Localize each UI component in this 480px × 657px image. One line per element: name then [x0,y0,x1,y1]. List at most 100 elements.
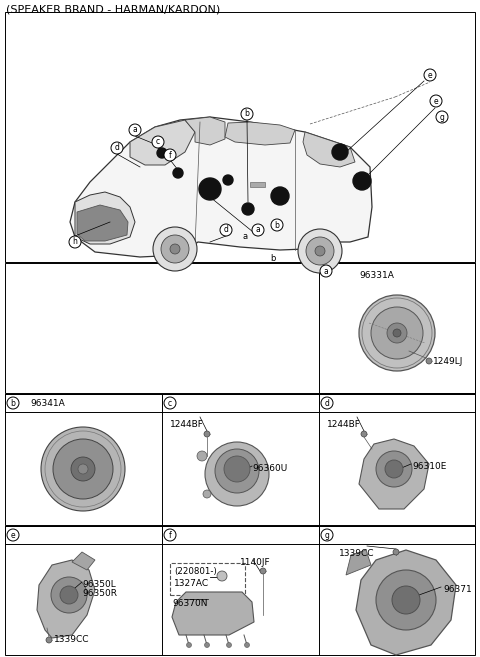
Text: h: h [72,237,77,246]
Circle shape [7,397,19,409]
Polygon shape [356,550,456,655]
Circle shape [393,329,401,337]
Circle shape [204,431,210,437]
Text: 1249LJ: 1249LJ [433,357,463,366]
Circle shape [224,456,250,482]
Circle shape [161,235,189,263]
Circle shape [46,637,52,643]
Text: 96370N: 96370N [172,599,207,608]
Bar [5,526,475,655]
Circle shape [164,529,176,541]
Text: b: b [275,221,279,229]
Circle shape [197,451,207,461]
Polygon shape [172,592,254,635]
Circle shape [152,136,164,148]
Text: 1244BF: 1244BF [170,420,204,429]
Circle shape [332,144,348,160]
Polygon shape [185,117,225,145]
Text: f: f [168,150,171,160]
Bar [319,394,475,412]
Circle shape [424,69,436,81]
Circle shape [359,295,435,371]
Circle shape [187,643,192,648]
Circle shape [436,111,448,123]
Text: 96350L: 96350L [82,580,116,589]
Circle shape [199,178,221,200]
Bar [250,182,265,187]
Circle shape [244,643,250,648]
Text: g: g [440,112,444,122]
Circle shape [387,323,407,343]
Text: e: e [428,70,432,79]
Circle shape [205,442,269,506]
Circle shape [51,577,87,613]
Text: b: b [11,399,15,407]
Circle shape [53,439,113,499]
Circle shape [223,175,233,185]
Text: c: c [156,137,160,147]
Circle shape [164,149,176,161]
Bar [319,526,475,544]
Polygon shape [77,205,128,241]
Bar [5,394,162,412]
Text: b: b [245,110,250,118]
Polygon shape [70,117,372,257]
Circle shape [376,451,412,487]
Circle shape [321,529,333,541]
Circle shape [164,397,176,409]
Circle shape [392,586,420,614]
Bar [319,263,475,393]
Text: 1244BF: 1244BF [327,420,361,429]
Circle shape [320,265,332,277]
Circle shape [170,244,180,254]
Circle shape [385,460,403,478]
Circle shape [157,148,167,158]
Circle shape [315,246,325,256]
Circle shape [371,307,423,359]
Circle shape [215,449,259,493]
Circle shape [41,427,125,511]
Circle shape [60,586,78,604]
Text: 96331A: 96331A [359,271,394,280]
Circle shape [129,124,141,136]
Text: e: e [11,530,15,539]
Circle shape [376,570,436,630]
Text: a: a [324,267,328,275]
Circle shape [252,224,264,236]
Text: (220801-): (220801-) [174,567,217,576]
Polygon shape [346,550,371,575]
Circle shape [306,237,334,265]
Circle shape [78,464,88,474]
Circle shape [271,219,283,231]
Text: 96341A: 96341A [30,399,65,408]
Circle shape [361,431,367,437]
Text: a: a [242,232,248,241]
Text: a: a [132,125,137,135]
Bar [5,12,475,262]
Text: 96360U: 96360U [252,464,287,473]
Circle shape [271,187,289,205]
Polygon shape [303,132,355,167]
Text: a: a [256,225,260,235]
Circle shape [298,229,342,273]
Bar [162,394,319,412]
Circle shape [153,227,197,271]
Text: d: d [115,143,120,152]
Text: 96371: 96371 [443,585,472,594]
Bar [5,263,475,393]
Text: d: d [324,399,329,407]
Circle shape [227,643,231,648]
Circle shape [430,95,442,107]
Polygon shape [37,560,95,638]
Polygon shape [130,120,195,165]
Text: 96350R: 96350R [82,589,117,598]
Polygon shape [225,122,295,145]
Circle shape [204,643,209,648]
Bar [162,526,319,544]
Polygon shape [75,192,135,244]
Circle shape [353,172,371,190]
Circle shape [393,549,399,555]
Circle shape [260,568,266,574]
Text: f: f [168,530,171,539]
Circle shape [111,142,123,154]
